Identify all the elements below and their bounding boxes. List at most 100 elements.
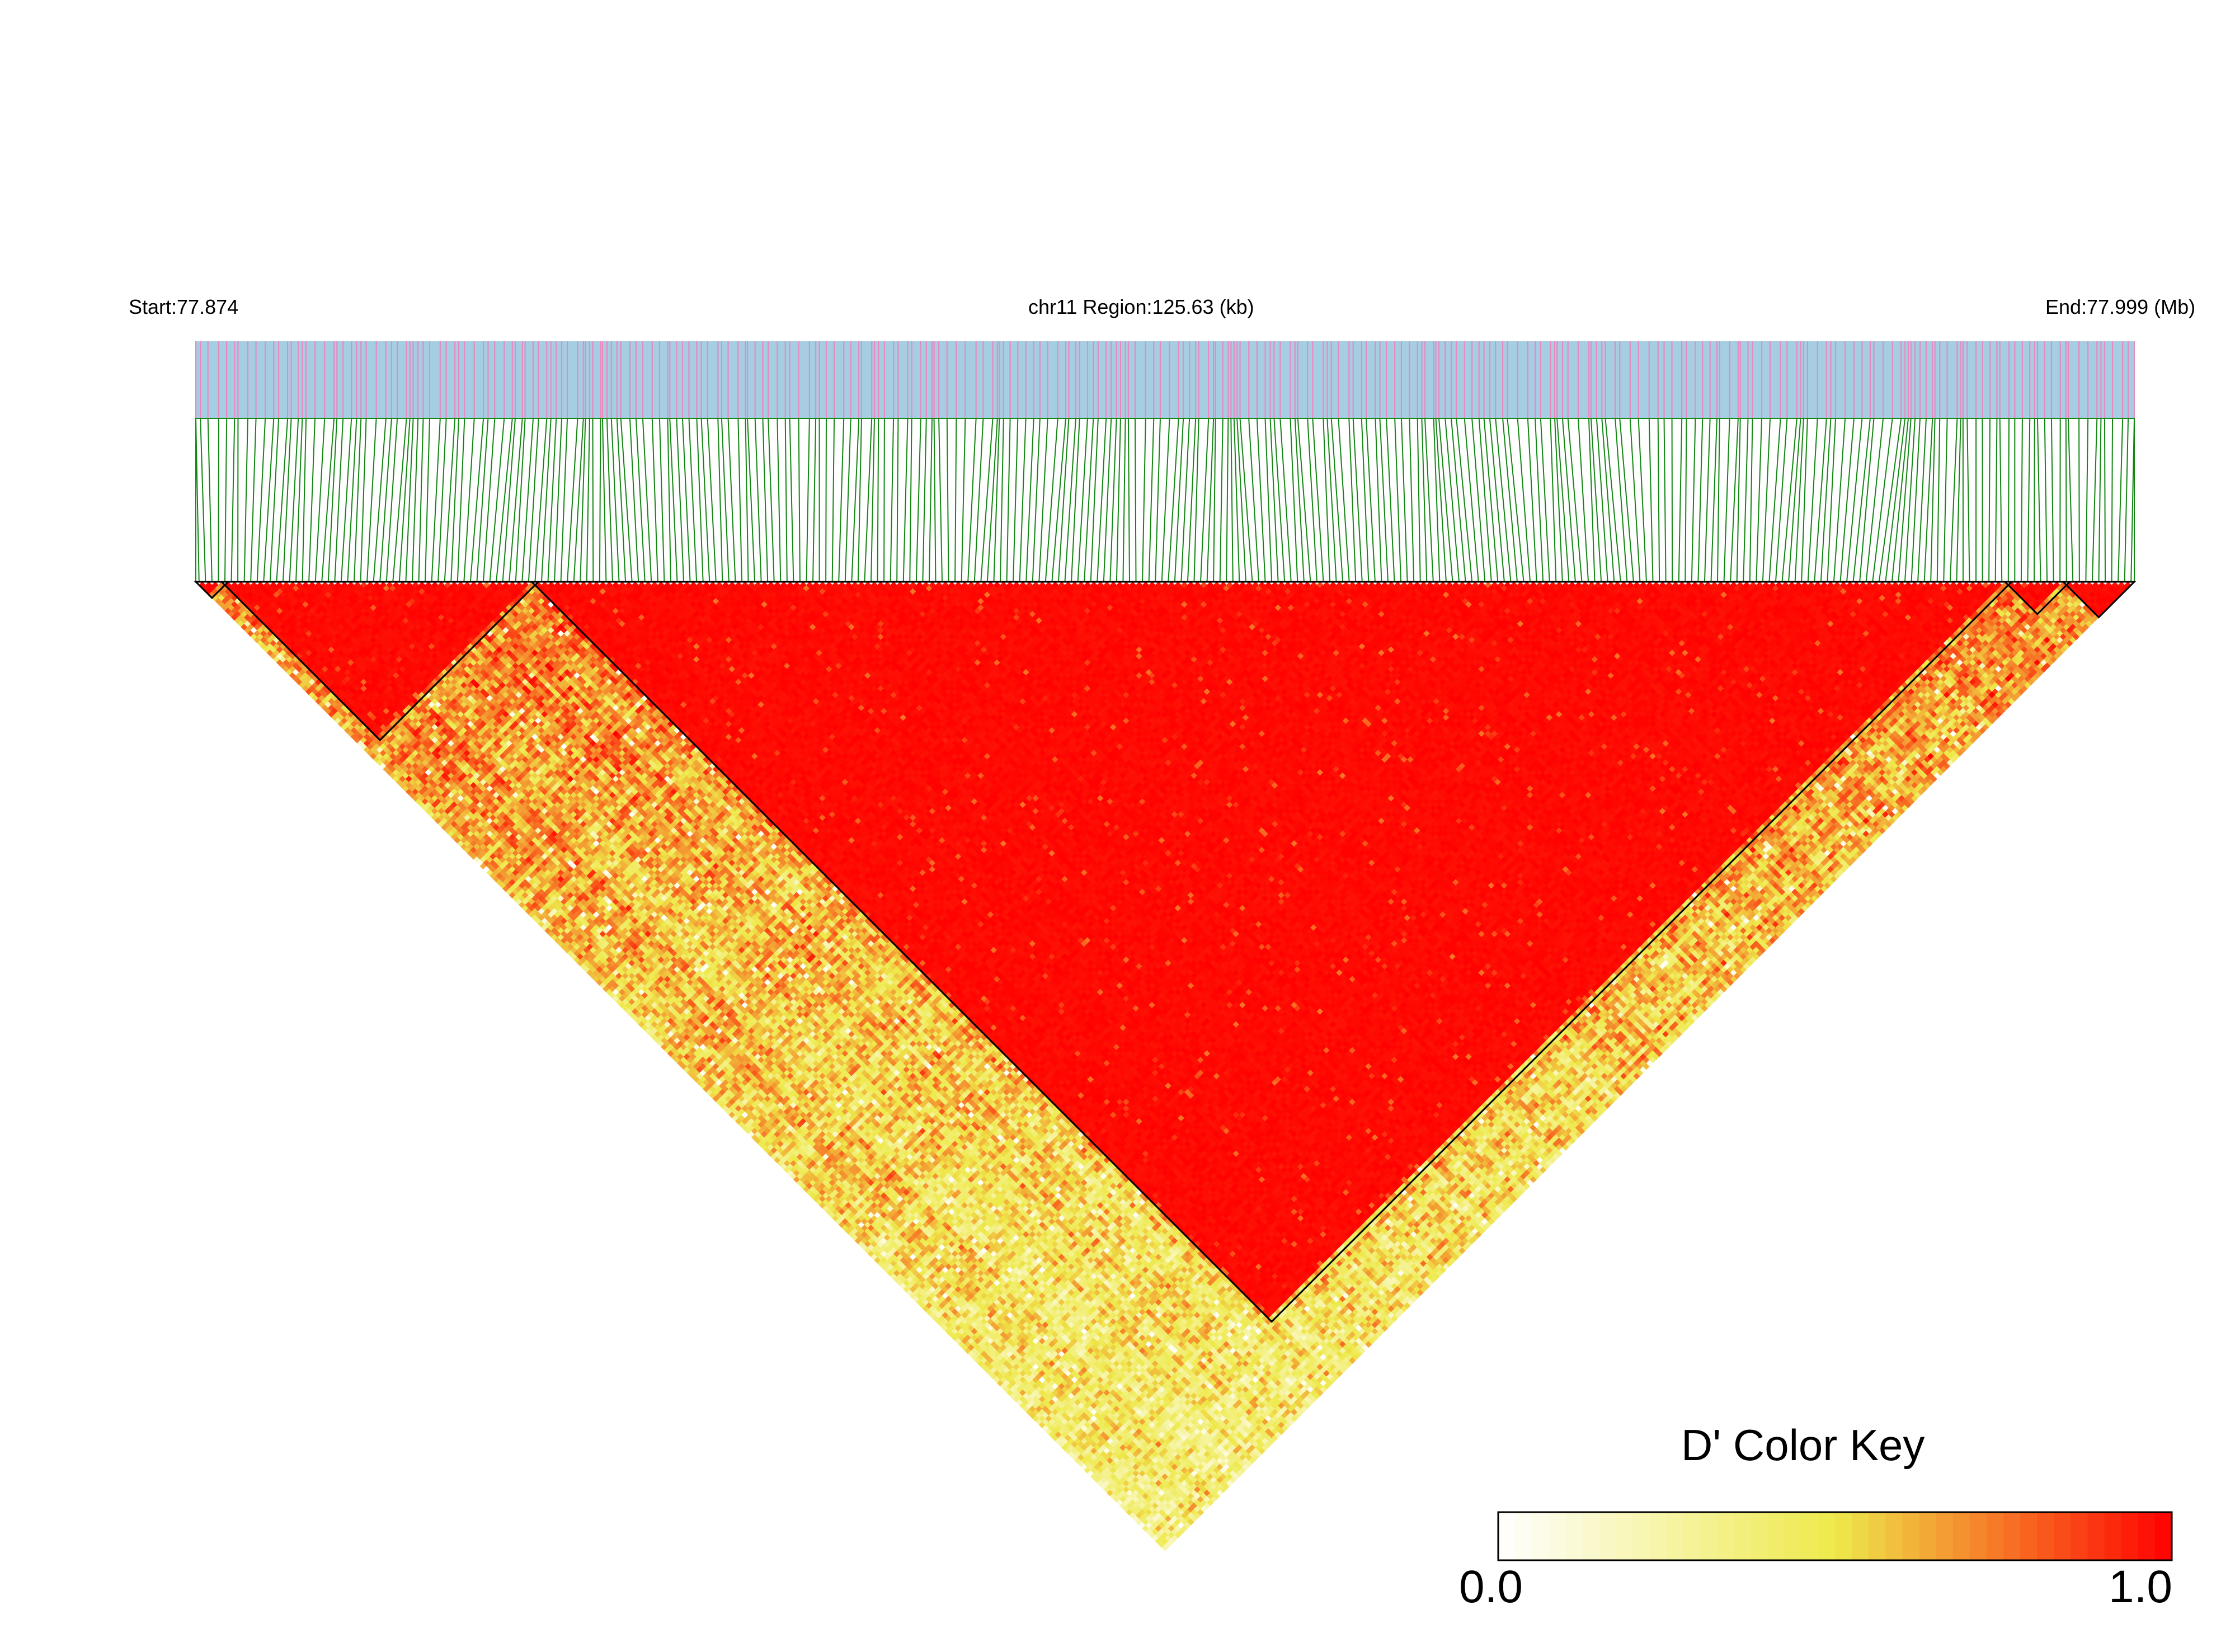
snp-connector <box>264 418 274 582</box>
snp-connector <box>225 418 227 582</box>
snp-connector <box>806 418 809 582</box>
snp-connector <box>309 418 315 582</box>
snp-connector <box>1445 418 1459 582</box>
snp-connector <box>994 418 999 582</box>
snp-connector <box>2052 418 2054 582</box>
snp-connector <box>412 418 418 582</box>
snp-connector <box>1866 418 1883 582</box>
snp-connector <box>2045 418 2047 582</box>
snp-connector <box>1827 418 1836 582</box>
snp-connector <box>916 418 921 582</box>
snp-connector <box>218 418 219 582</box>
snp-connector <box>2008 418 2009 582</box>
snp-connector <box>1649 418 1653 582</box>
snp-connector <box>257 418 265 582</box>
snp-connector <box>1257 418 1265 582</box>
snp-connector <box>891 418 893 582</box>
snp-connector <box>2092 418 2097 582</box>
snp-connector <box>1672 418 1673 582</box>
snp-connector <box>1201 418 1208 582</box>
snp-connector <box>745 418 748 582</box>
snp-connector <box>1615 418 1627 582</box>
snp-connector <box>981 418 992 582</box>
snp-connector <box>2086 418 2088 582</box>
snp-connector <box>418 418 423 582</box>
snp-connector <box>2068 418 2073 582</box>
snp-connector <box>955 418 956 582</box>
snp-connector <box>987 418 997 582</box>
snp-connector <box>2038 418 2041 582</box>
snp-connector <box>968 418 976 582</box>
snp-connector <box>1591 418 1601 582</box>
snp-connector <box>1271 418 1278 582</box>
snp-connector <box>1705 418 1710 582</box>
snp-connector <box>1950 418 1958 582</box>
snp-connector <box>1162 418 1170 582</box>
snp-connector <box>200 418 205 582</box>
snp-connector <box>1639 418 1646 582</box>
snp-connector <box>660 418 664 582</box>
snp-track-background <box>196 341 2134 418</box>
snp-connector <box>607 418 613 582</box>
snp-connector <box>567 418 577 582</box>
snp-connector <box>1589 418 1595 582</box>
snp-connector <box>1776 418 1787 582</box>
snp-connector <box>1026 418 1034 582</box>
snp-connector <box>1597 418 1608 582</box>
snp-connector <box>2027 418 2030 582</box>
snp-connector <box>2034 418 2035 582</box>
snp-connector <box>425 418 430 582</box>
snp-connector <box>683 418 690 582</box>
snp-connector <box>1149 418 1154 582</box>
ld-heatmap-cells <box>199 582 2131 1551</box>
snp-connector <box>600 418 601 582</box>
snp-connector <box>1821 418 1831 582</box>
snp-connector <box>1996 418 1997 582</box>
snp-connector <box>1484 418 1498 582</box>
snp-connector <box>1434 418 1440 582</box>
snp-connector <box>1743 418 1748 582</box>
snp-connector <box>380 418 392 582</box>
snp-connector <box>1944 418 1947 582</box>
snp-connector <box>1007 418 1010 582</box>
snp-connector <box>1711 418 1716 582</box>
snp-connector <box>2125 418 2128 582</box>
snp-connector <box>1409 418 1414 582</box>
snp-connector-lines <box>196 418 2134 582</box>
snp-connector <box>1331 418 1343 582</box>
snp-connector <box>1280 418 1291 582</box>
snp-connector <box>445 418 455 582</box>
snp-connector <box>747 418 755 582</box>
snp-connector <box>939 418 942 582</box>
snp-connector <box>1155 418 1160 582</box>
snp-connector <box>303 418 306 582</box>
snp-connector <box>1698 418 1702 582</box>
snp-connector <box>1338 418 1349 582</box>
snp-connector <box>1220 418 1223 582</box>
snp-connector <box>1679 418 1682 582</box>
snp-connector <box>276 418 288 582</box>
snp-connector <box>1756 418 1762 582</box>
snp-connector <box>1518 418 1530 582</box>
snp-connector <box>864 418 872 582</box>
snp-connector <box>1142 418 1146 582</box>
snp-connector <box>947 418 949 582</box>
snp-connector <box>763 418 768 582</box>
snp-connector <box>1750 418 1753 582</box>
snp-connector <box>270 418 279 582</box>
snp-connector <box>1718 418 1720 582</box>
snp-connector <box>718 418 722 582</box>
snp-connector <box>2000 418 2002 582</box>
snp-connector <box>490 418 505 582</box>
snp-connector <box>1401 418 1408 582</box>
snp-connector <box>1840 418 1853 582</box>
snp-connector <box>1110 418 1116 582</box>
snp-connector <box>621 418 632 582</box>
snp-connector <box>1847 418 1862 582</box>
snp-connector <box>1528 418 1537 582</box>
snp-connector <box>361 418 366 582</box>
snp-connector <box>851 418 859 582</box>
snp-connector <box>603 418 606 582</box>
snp-connector <box>813 418 816 582</box>
snp-connector <box>1039 418 1047 582</box>
